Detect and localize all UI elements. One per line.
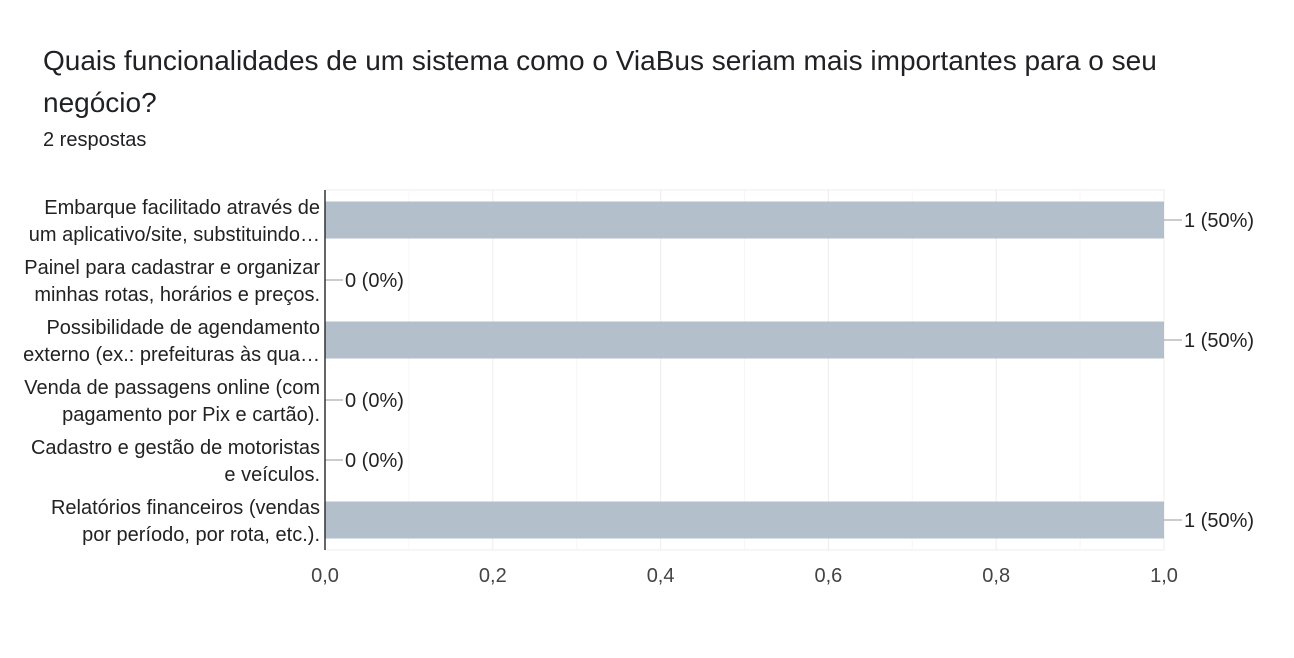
data-label: 1 (50%) <box>1184 330 1254 352</box>
x-tick-label: 0,4 <box>647 565 675 587</box>
data-label: 1 (50%) <box>1184 210 1254 232</box>
category-label: Possibilidade de agendamento externo (ex.… <box>23 317 320 366</box>
category-label: Relatórios financeiros (vendas por períod… <box>51 497 320 546</box>
category-label: Painel para cadastrar e organizar minhas … <box>24 257 320 306</box>
data-label: 0 (0%) <box>345 270 404 292</box>
bar <box>325 201 1164 239</box>
data-label: 0 (0%) <box>345 450 404 472</box>
x-tick-label: 0,2 <box>479 565 507 587</box>
data-label: 0 (0%) <box>345 390 404 412</box>
bar <box>325 501 1164 539</box>
category-label: Embarque facilitado através de um aplicat… <box>29 197 320 246</box>
category-label: Cadastro e gestão de motoristas e veículo… <box>31 437 320 486</box>
x-tick-label: 0,0 <box>311 565 339 587</box>
chart-title: Quais funcionalidades de um sistema como… <box>43 45 1157 118</box>
x-tick-label: 0,6 <box>814 565 842 587</box>
x-tick-label: 0,8 <box>982 565 1010 587</box>
response-count: 2 respostas <box>43 129 147 151</box>
data-label: 1 (50%) <box>1184 510 1254 532</box>
category-label: Venda de passagens online (com pagamento … <box>24 377 320 426</box>
x-tick-label: 1,0 <box>1150 565 1178 587</box>
bar <box>325 321 1164 359</box>
